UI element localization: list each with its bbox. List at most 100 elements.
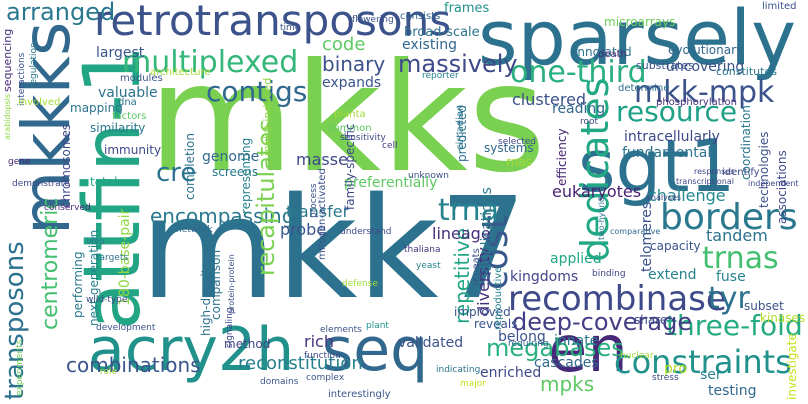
word-broad-scale: broad-scale [404,25,480,40]
word-belong: belong [498,329,546,345]
word-understand: understand [340,227,392,237]
word-constitutes: constitutes [716,65,777,78]
word-representing: representing [239,137,253,214]
word-recombinase: recombinase [508,279,727,319]
word-existing: existing [402,37,457,53]
word-trnas: trnas [702,241,779,276]
word-valuable: valuable [98,85,158,101]
word-root: root [580,117,599,127]
word-eukaryotes: eukaryotes [552,182,642,201]
word-sequencing: sequencing [1,28,14,92]
word-complex: complex [306,373,345,383]
word-completion: completion [183,133,197,200]
word-frames: frames [444,1,490,16]
word-chromosomes: chromosomes [59,123,73,208]
word-share: share [634,313,668,327]
word-cascades: cascades [534,355,599,371]
word-systems: systems [484,141,534,155]
word-gene: gene [8,157,31,167]
word-elements: elements [320,325,362,335]
word-comparison: comparison [209,249,223,320]
word-binary: binary [322,52,386,76]
word-common: common [328,123,372,134]
word-arabidopsis: arabidopsis [3,93,12,140]
word-yeast: yeast [416,261,441,271]
word-rich: rich [304,332,334,351]
word-mkks: mkks [148,32,546,206]
word-unknown: unknown [408,171,449,181]
word-determine: determine [618,83,670,94]
word-mkk9-induced: mkk9-induced [261,77,274,156]
word-sgt1: sgt1 [578,124,736,208]
word-innate: innate [554,333,599,349]
word-en: en [548,313,628,387]
word-requiring: requiring [508,339,549,349]
word-experiments: experiments [15,339,25,396]
word-masse: masse [296,150,348,169]
word-massively: massively [398,50,518,78]
word-limited: limited [762,1,797,12]
word-reveals: reveals [474,317,518,331]
word-death: death [598,49,627,60]
word-modules: modules [120,73,163,84]
word-wild-type: wild-type [86,295,128,305]
word-circadian: circadian [455,104,466,150]
word-indicating: indicating [436,365,481,375]
word-mapping: mapping [70,101,123,115]
word-defense: defense [342,279,378,289]
word-protein-protein: protein-protein [227,254,236,314]
word-identify: identify [722,167,760,178]
word-immunity: immunity [104,143,162,157]
word-contigs: contigs [206,75,308,108]
word-evolutionary: evolutionary [668,43,744,57]
word-cell: cell [382,141,398,151]
word-role: role [100,367,118,377]
word-stress: stress [652,373,679,383]
word-fundamental: fundamental [622,145,712,161]
word-major: major [460,379,486,389]
word-genome: genome [202,149,260,165]
word-responses: responses [694,167,735,176]
word-targets: targets [96,253,129,263]
word-seq: seq [322,315,429,385]
word-megabases: megabases [486,334,624,362]
word-pro: pro [664,361,687,377]
word-tyr: tyr [708,281,750,316]
word-nuclear: nuclear [620,351,654,361]
word-reading: reading [552,101,606,117]
word-performing: performing [71,251,85,318]
word-encompassing: encompassing [150,204,295,228]
word-transfer: transfer [286,202,350,221]
word-cre: cre [156,158,197,188]
word-interestingly: interestingly [328,389,391,400]
word-repeats: repeats [471,248,482,286]
word-retrotransposons: retrotransposons [94,0,452,45]
word-telomeres: telomeres [639,201,655,272]
word-total: total [90,175,118,189]
word-substrates: substrates [636,59,694,72]
word-testing: testing [708,383,757,399]
word-plant: plant [366,321,389,331]
word-domains: domains [260,377,299,387]
word-trna: trna [438,193,499,228]
word-factors: factors [112,111,147,122]
word-method: method [224,337,271,351]
word-preferentially: preferentially [344,175,438,191]
word-conserved: conserved [44,203,91,213]
word-architecture: architecture [150,67,211,78]
word-lineage: lineage [432,224,491,243]
word-resource: resource [616,95,738,128]
word-multiplexed: multiplexed [122,45,299,80]
word-rnas: rnas [506,155,532,169]
word-enriched: enriched [480,365,542,381]
word-subset: subset [744,299,784,313]
word-expands: expands [322,75,382,91]
word-tandem: tandem [706,226,768,245]
word-dna: dna [118,97,137,108]
word-vivo: vivo [86,237,105,247]
word-three-fold: three-fold [666,309,803,342]
word-kingdoms: kingdoms [510,269,579,285]
word-combinations: combinations [66,353,201,377]
word-reconstitution: reconstitution [238,353,363,374]
word-intracellularly: intracellularly [624,129,720,145]
